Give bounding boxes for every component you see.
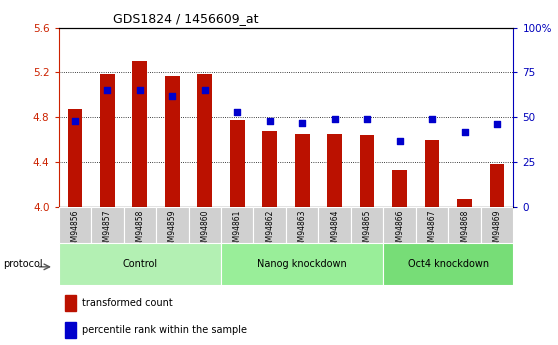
Bar [425,140,440,207]
Bar [319,207,351,243]
Bar [156,207,189,243]
Bar [100,73,114,207]
Text: GSM94861: GSM94861 [233,210,242,251]
Text: GSM94862: GSM94862 [265,210,274,251]
Bar [295,134,310,207]
Text: GSM94858: GSM94858 [135,210,145,251]
Text: GSM94863: GSM94863 [298,210,307,252]
Point [200,88,209,93]
Point [70,118,79,124]
Text: Oct4 knockdown: Oct4 knockdown [408,259,489,269]
Bar [416,207,449,243]
Bar [351,207,383,243]
Bar [59,207,91,243]
Text: GSM94867: GSM94867 [427,210,437,252]
Text: Control: Control [122,259,157,269]
Text: GSM94868: GSM94868 [460,210,469,251]
Point [168,93,177,99]
Text: GDS1824 / 1456609_at: GDS1824 / 1456609_at [113,12,259,25]
Bar [221,243,383,285]
Point [493,122,502,127]
Bar [221,207,253,243]
Point [103,88,112,93]
Point [427,116,436,122]
Bar [328,134,342,207]
Point [265,118,274,124]
Bar [490,164,504,207]
Bar [383,243,513,285]
Text: GSM94857: GSM94857 [103,210,112,252]
Text: Nanog knockdown: Nanog knockdown [257,259,347,269]
Text: GSM94866: GSM94866 [395,210,404,252]
Bar [286,207,319,243]
Point [330,116,339,122]
Text: GSM94869: GSM94869 [493,210,502,252]
Bar [458,199,472,207]
Bar [65,295,76,311]
Point [298,120,307,126]
Bar [481,207,513,243]
Bar [59,243,221,285]
Point [363,116,372,122]
Bar [383,207,416,243]
Bar [68,109,82,207]
Text: GSM94860: GSM94860 [200,210,209,252]
Bar [165,76,180,207]
Bar [230,119,244,207]
Bar [91,207,123,243]
Bar [392,170,407,207]
Point [136,88,145,93]
Bar [123,207,156,243]
Bar [253,207,286,243]
Point [395,138,404,144]
Text: GSM94865: GSM94865 [363,210,372,252]
Bar [65,322,76,338]
Bar [262,131,277,207]
Text: protocol: protocol [3,259,42,269]
Bar [198,73,212,207]
Bar [132,61,147,207]
Text: GSM94856: GSM94856 [70,210,79,252]
Text: transformed count: transformed count [82,298,173,308]
Text: percentile rank within the sample: percentile rank within the sample [82,325,247,335]
Bar [189,207,221,243]
Point [460,129,469,135]
Text: GSM94859: GSM94859 [168,210,177,252]
Text: GSM94864: GSM94864 [330,210,339,252]
Point [233,109,242,115]
Bar [360,135,374,207]
Bar [449,207,481,243]
